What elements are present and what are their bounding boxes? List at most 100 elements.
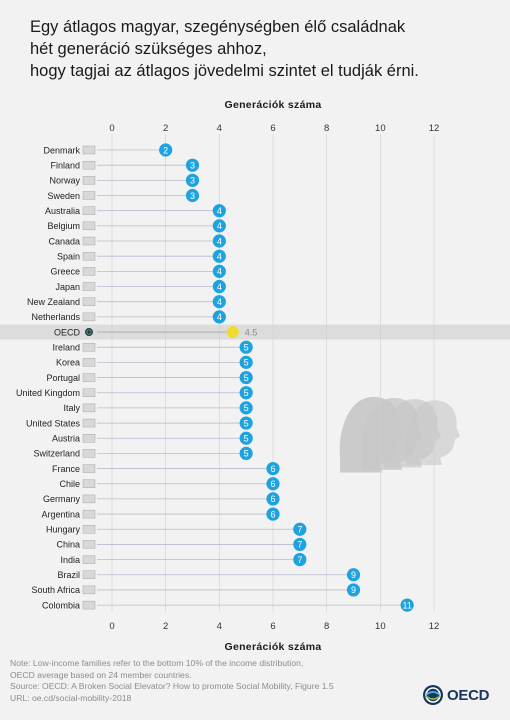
flag-shape xyxy=(82,251,96,261)
flag-shape xyxy=(82,267,96,276)
value-label: 5 xyxy=(244,403,249,413)
value-label: 6 xyxy=(270,464,275,474)
country-label: New Zealand xyxy=(27,297,80,307)
x-tick-label-bottom: 2 xyxy=(163,621,168,632)
value-bubble xyxy=(159,143,173,157)
flag-shape xyxy=(82,160,96,170)
country-label: South Africa xyxy=(31,585,80,595)
flag-icon xyxy=(82,221,96,231)
x-axis-title-bottom: Generációk száma xyxy=(224,641,322,653)
value-bubble xyxy=(239,370,253,385)
flag-icon xyxy=(82,343,96,352)
value-bubble xyxy=(266,477,280,491)
flag-icon xyxy=(82,236,96,246)
flag-shape xyxy=(82,176,96,185)
flag-shape xyxy=(82,464,96,473)
value-bubble xyxy=(212,249,226,263)
flag-shape xyxy=(82,555,96,564)
oecd-globe-icon xyxy=(423,685,443,705)
country-label: Belgium xyxy=(47,221,80,231)
value-label: 6 xyxy=(270,494,275,504)
value-bubble xyxy=(239,416,253,430)
value-label: 5 xyxy=(244,449,249,459)
value-label: 6 xyxy=(270,509,275,519)
value-label: 5 xyxy=(244,373,249,383)
value-bubble xyxy=(212,279,226,294)
country-label: Sweden xyxy=(47,191,80,201)
flag-shape xyxy=(82,145,96,155)
silhouette-shape xyxy=(405,400,460,465)
flag-icon xyxy=(82,282,96,291)
country-label: Italy xyxy=(63,403,80,413)
value-bubble xyxy=(239,431,253,445)
flag-icon xyxy=(82,403,96,413)
flag-shape xyxy=(82,418,96,428)
flag-shape xyxy=(82,191,96,200)
value-label: 4 xyxy=(217,221,222,231)
flag-icon xyxy=(82,434,96,443)
flag-icon xyxy=(82,176,96,185)
flag-icon xyxy=(82,585,96,595)
x-tick-label-top: 4 xyxy=(217,123,222,134)
value-bubble xyxy=(293,552,307,567)
country-label: Colombia xyxy=(42,600,80,610)
flag-icon xyxy=(82,555,96,564)
value-label: 5 xyxy=(244,388,249,398)
flag-shape xyxy=(86,329,92,335)
country-label: Denmark xyxy=(43,145,80,155)
country-label: United States xyxy=(26,418,81,428)
value-label: 4 xyxy=(217,206,222,216)
value-label: 3 xyxy=(190,160,195,170)
country-label: Argentina xyxy=(41,509,80,519)
value-label: 4 xyxy=(217,251,222,261)
flag-shape xyxy=(82,434,96,443)
value-bubble xyxy=(346,583,361,597)
note-line: OECD average based on 24 member countrie… xyxy=(10,669,192,680)
flag-shape xyxy=(82,540,96,549)
flag-shape xyxy=(82,206,96,215)
value-bubble xyxy=(346,568,361,582)
country-label: Japan xyxy=(55,282,80,292)
flag-shape xyxy=(82,494,96,504)
value-bubble xyxy=(266,507,280,521)
flag-shape xyxy=(82,297,96,306)
country-label: Canada xyxy=(48,236,80,246)
flag-shape xyxy=(82,221,96,231)
notes: Note: Low-income families refer to the b… xyxy=(10,658,390,704)
flag-icon xyxy=(82,267,96,276)
value-bubble xyxy=(212,264,226,278)
value-label: 6 xyxy=(270,479,275,489)
family-silhouettes-graphic xyxy=(339,396,460,473)
flag-icon xyxy=(82,160,96,170)
value-label: 3 xyxy=(190,191,195,201)
flag-icon xyxy=(82,206,96,215)
value-bubble xyxy=(212,295,226,309)
value-label: 4 xyxy=(217,267,222,277)
oecd-mini-icon xyxy=(85,328,93,337)
flag-shape xyxy=(82,373,96,382)
x-tick-label-bottom: 6 xyxy=(270,621,275,632)
value-label: 7 xyxy=(297,540,302,550)
flag-icon xyxy=(82,479,96,488)
x-tick-label-top: 2 xyxy=(163,123,168,134)
flag-icon xyxy=(82,525,96,534)
flag-icon xyxy=(82,418,96,428)
value-bubble xyxy=(400,598,414,612)
value-bubble xyxy=(239,446,253,460)
flag-shape xyxy=(82,509,96,519)
x-tick-label-top: 6 xyxy=(270,123,275,134)
flag-icon xyxy=(82,312,96,322)
oecd-value-label: 4.5 xyxy=(245,327,258,337)
country-label: Germany xyxy=(43,494,81,504)
source-line: Source: OECD: A Broken Social Elevator? … xyxy=(10,681,334,691)
value-bubble xyxy=(185,188,200,203)
flag-icon xyxy=(82,600,96,610)
value-label: 7 xyxy=(297,525,302,535)
value-bubble xyxy=(212,234,226,248)
value-label: 5 xyxy=(244,418,249,428)
flag-shape xyxy=(82,312,96,322)
flag-shape xyxy=(82,282,96,291)
country-label: Ireland xyxy=(52,343,80,353)
flag-icon xyxy=(82,297,96,306)
value-bubble xyxy=(239,355,253,369)
